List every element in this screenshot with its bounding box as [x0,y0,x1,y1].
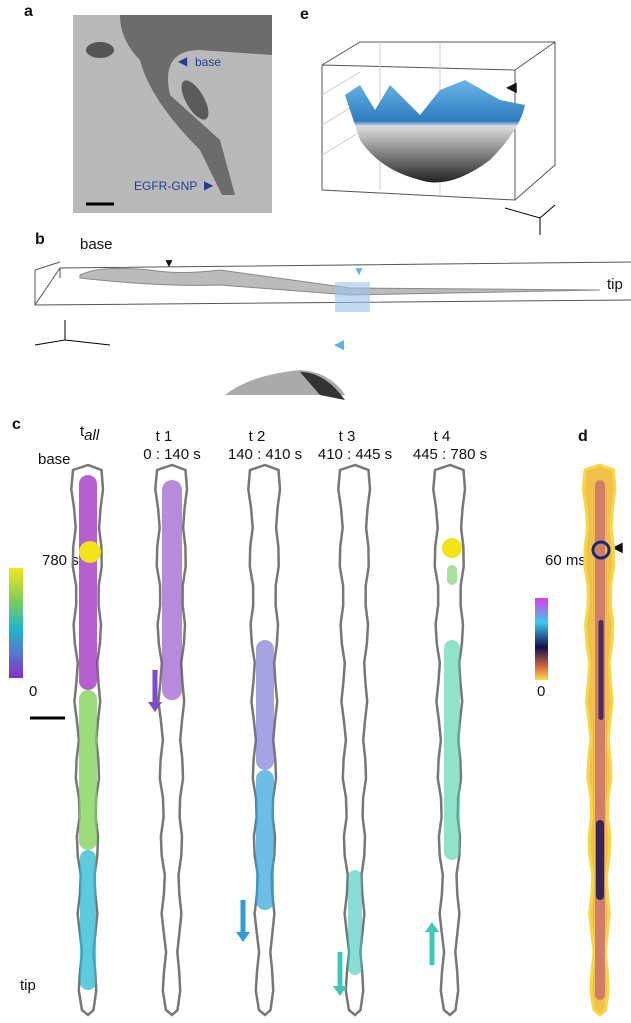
arrow: ▼ [163,256,175,270]
column-range: 0 : 140 s [143,446,201,463]
column-title: t 4 [434,428,451,445]
column-range: 445 : 780 s [413,446,487,463]
arrow: ◀ [334,336,344,351]
localization-cloud [447,565,457,585]
column-title: t 2 [249,428,266,445]
panel-label: d [578,428,588,445]
label: tip [20,977,36,994]
colorbar-label: 60 ms [545,552,586,569]
arrow: ◀ [506,79,517,95]
colorbar-label: 0 [29,683,37,700]
colorbar [9,568,23,678]
surface [345,80,525,183]
column-title: t 3 [339,428,356,445]
arrow-head [236,932,250,942]
vesicle [86,42,114,58]
arrow: ◀ [178,54,188,68]
localization-cloud [256,770,274,910]
arrow: ▶ [204,178,214,192]
column-title: t 1 [156,428,173,445]
localization-cloud [79,690,97,850]
column-subscript: all [84,427,100,444]
localization-cloud [596,820,604,900]
localization-cloud [80,850,96,990]
column-range: 410 : 445 s [318,446,392,463]
localization-cloud [599,620,604,720]
localization-cloud [162,480,182,700]
localization-cloud [256,640,274,770]
panel-label: a [24,3,33,20]
slice-plane [335,282,370,312]
localization-cloud [79,541,101,563]
annotation: base [195,55,221,69]
column-range: 140 : 410 s [228,446,302,463]
label: tip [607,276,623,293]
localization-cloud [79,475,97,690]
arrow: ▼ [353,264,365,278]
panel-label: e [300,6,309,23]
figure: a ◀ base EGFR-GNP ▶ e ◀ b base tip ▼ ▼ ◀… [0,0,631,1023]
axes-3d [35,320,110,345]
panel-label: b [35,231,45,248]
colorbar [535,598,548,680]
label: base [80,236,113,253]
panel-label: c [12,416,21,433]
localization-cloud [444,640,460,860]
label: base [38,451,71,468]
localization-cloud [442,538,462,558]
arrow-head [425,922,439,932]
column-title: tall [80,423,100,444]
colorbar-label: 0 [537,683,545,700]
annotation: EGFR-GNP [134,179,197,193]
localization-cloud [348,870,362,975]
